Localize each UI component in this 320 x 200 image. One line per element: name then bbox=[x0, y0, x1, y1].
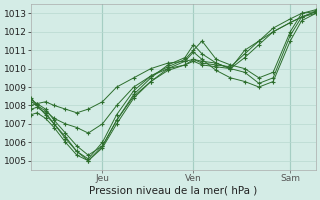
X-axis label: Pression niveau de la mer( hPa ): Pression niveau de la mer( hPa ) bbox=[90, 186, 258, 196]
